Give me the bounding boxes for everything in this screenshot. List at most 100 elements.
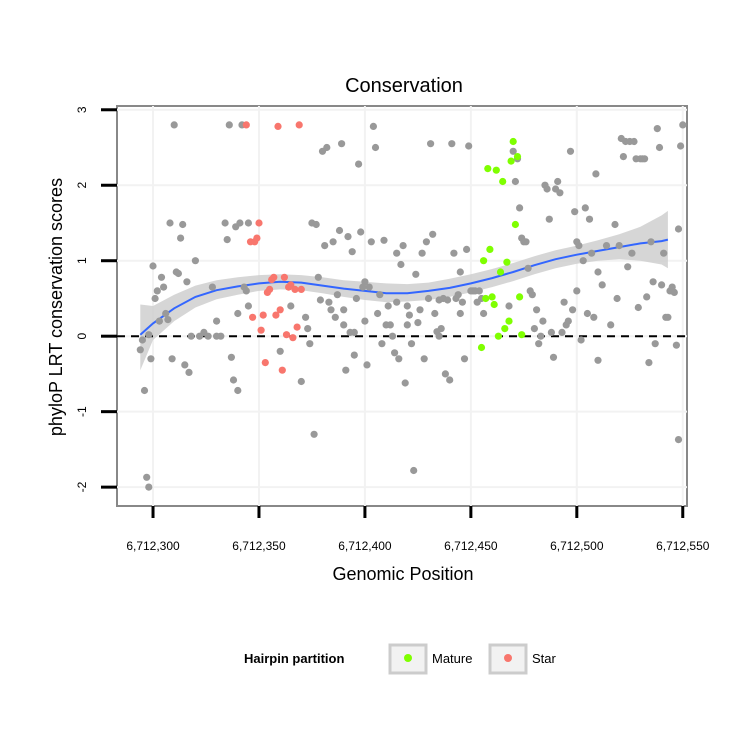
point-other-222 [573,287,581,295]
y-tick-label-3: 1 [75,257,89,264]
point-other-110 [437,325,445,333]
point-other-169 [588,249,596,257]
point-other-201 [664,313,672,321]
point-other-90 [395,355,403,363]
point-other-146 [539,317,547,325]
point-other-223 [594,268,602,276]
point-other-176 [611,220,619,229]
point-other-93 [401,379,409,387]
point-other-11 [157,273,166,281]
x-axis-ticks: 6,712,300 6,712,350 6,712,400 6,712,450 6,71… [126,506,710,553]
point-star-7 [259,311,267,319]
point-other-96 [407,340,416,348]
point-other-101 [418,249,426,257]
point-other-187 [634,303,642,312]
point-mature-11 [501,325,509,333]
point-other-83 [380,236,388,244]
point-other-204 [670,288,678,296]
point-other-180 [619,153,628,161]
point-other-191 [643,293,651,301]
point-mature-19 [518,331,526,339]
point-star-0 [242,121,250,129]
point-star-23 [293,323,301,331]
point-other-118 [454,291,462,299]
point-other-158 [564,317,572,325]
point-other-34 [223,236,231,244]
point-other-219 [403,321,411,329]
point-other-85 [384,302,392,310]
point-other-62 [335,226,344,235]
point-other-182 [624,263,632,271]
point-other-23 [183,278,191,286]
point-other-194 [649,278,657,286]
point-other-66 [344,233,352,241]
point-other-26 [191,257,199,265]
point-other-161 [571,208,579,216]
point-star-18 [282,331,291,339]
legend: Hairpin partition Mature Star [244,643,557,675]
point-other-209 [674,436,683,444]
y-tick-label-4: 2 [75,182,89,189]
point-star-6 [257,326,265,334]
point-mature-8 [494,332,502,340]
point-mature-3 [484,165,492,173]
point-other-56 [323,143,331,152]
point-other-79 [371,143,380,152]
point-other-198 [658,281,666,289]
point-other-206 [674,225,683,233]
point-other-2 [140,386,149,395]
point-other-217 [361,317,369,325]
point-other-184 [628,249,636,257]
point-other-64 [340,321,348,329]
point-other-195 [651,340,659,348]
point-other-10 [155,317,163,325]
point-other-150 [547,328,556,336]
point-other-59 [329,238,337,246]
point-other-163 [575,242,583,250]
point-other-100 [416,306,424,314]
y-tick-label-5: 3 [75,106,89,113]
point-other-69 [350,351,358,359]
point-other-164 [577,336,585,344]
legend-title: Hairpin partition [244,651,344,666]
point-other-46 [302,313,310,321]
point-other-145 [537,332,545,340]
point-other-218 [393,298,401,306]
point-other-112 [441,370,449,378]
point-other-1 [138,336,146,344]
point-mature-18 [516,293,524,301]
point-other-132 [509,147,517,155]
point-other-210 [213,317,221,325]
legend-key-mature [388,643,428,675]
x-tick-label-2: 6,712,400 [338,539,392,553]
point-other-216 [350,328,358,336]
point-other-122 [463,245,471,253]
point-other-131 [505,302,513,310]
point-star-12 [270,273,278,281]
point-other-92 [399,242,407,250]
point-other-114 [446,376,454,384]
point-other-107 [431,309,439,318]
legend-key-star [488,643,528,675]
point-other-104 [424,294,433,303]
point-other-77 [367,238,375,246]
point-other-86 [386,321,394,329]
point-star-15 [276,306,284,314]
point-other-109 [435,332,443,340]
point-other-29 [204,332,212,340]
point-other-197 [655,143,664,152]
point-other-14 [164,316,172,324]
point-mature-0 [477,343,486,352]
point-other-35 [225,121,233,129]
point-other-102 [420,355,428,363]
point-other-80 [374,309,382,318]
point-other-57 [325,298,333,306]
point-other-94 [403,302,411,310]
point-other-192 [645,359,653,367]
point-other-166 [581,204,589,212]
legend-label-star: Star [532,651,557,666]
point-star-2 [249,313,257,321]
x-tick-label-3: 6,712,450 [444,539,498,553]
point-other-139 [524,264,532,272]
point-other-149 [545,215,553,223]
